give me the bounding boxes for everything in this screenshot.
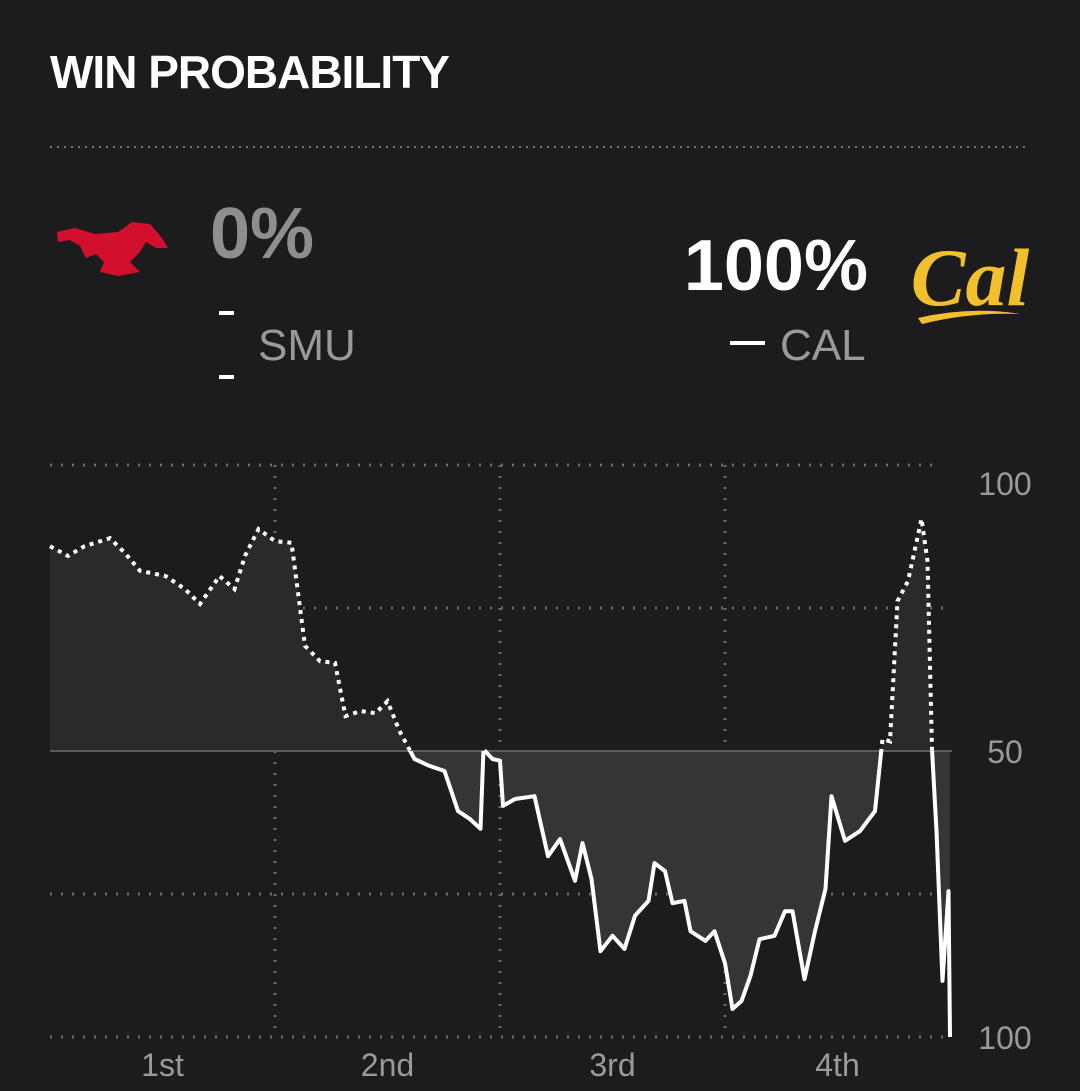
area-above — [50, 518, 950, 751]
line-solid — [407, 751, 952, 1038]
x-tick-label: 1st — [141, 1047, 184, 1083]
x-tick-label: 4th — [815, 1047, 859, 1083]
x-tick-label: 3rd — [589, 1047, 635, 1083]
x-tick-label: 2nd — [361, 1047, 414, 1083]
cal-probability: 100% — [684, 226, 868, 306]
cal-logo: Cal — [911, 232, 1030, 323]
plot: 100 50 100 1st 2nd 3rd 4th — [49, 463, 1032, 1083]
cal-name: CAL — [780, 321, 866, 370]
y-tick-label: 100 — [978, 1020, 1031, 1056]
y-tick-label: 100 — [978, 466, 1031, 502]
area-below — [50, 751, 950, 1037]
y-tick-label: 50 — [987, 734, 1023, 770]
title: WIN PROBABILITY — [50, 46, 449, 98]
line-dotted — [49, 518, 935, 751]
smu-name: SMU — [258, 321, 356, 370]
smu-probability: 0% — [210, 194, 314, 274]
cal-logo-swoosh — [918, 310, 1020, 324]
smu-logo — [57, 222, 168, 276]
